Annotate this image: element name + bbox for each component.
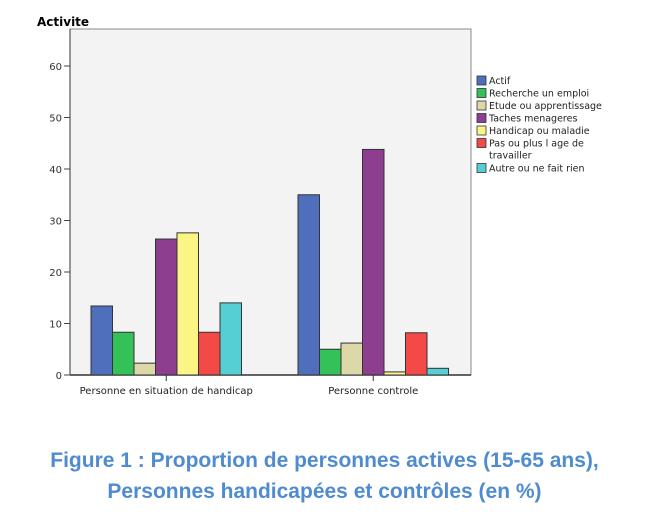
bar-taches-menageres	[362, 148, 385, 376]
legend-label: Taches menageres	[488, 114, 577, 125]
y-tick-label: 20	[49, 268, 62, 279]
legend-swatch	[476, 75, 487, 86]
legend-swatch	[476, 113, 487, 123]
bar-handicap-ou-maladie	[383, 371, 406, 376]
plot-area	[69, 28, 472, 376]
bar-etude-ou-apprentissage	[340, 342, 363, 376]
y-tick-label: 50	[49, 114, 62, 125]
bar-autre-ou-ne-fait-rien	[219, 302, 242, 376]
bar-recherche-un-emploi	[112, 331, 135, 376]
bar-chart: Activite 0 10 20 30 40 50 60 Personne en situat…	[37, 15, 642, 397]
legend-swatch	[476, 100, 487, 111]
legend-label: Handicap ou maladie	[489, 126, 590, 137]
x-tick-label: Personne en situation de handicap	[80, 386, 253, 397]
x-tick-label: Personne controle	[328, 386, 418, 397]
bar-etude-ou-apprentissage	[133, 362, 156, 376]
bar-taches-menageres	[155, 238, 178, 376]
legend-box	[472, 29, 642, 375]
y-tick-label: 60	[49, 62, 62, 73]
legend-label-cont: travailler	[489, 151, 532, 162]
chart-title: Activite	[37, 15, 89, 29]
figure-caption-line2: Personnes handicapées et contrôles (en %…	[107, 480, 542, 503]
y-tick-label: 40	[49, 165, 62, 176]
bar-actif	[297, 194, 320, 376]
legend-label: Autre ou ne fait rien	[489, 164, 585, 175]
legend-label: Actif	[489, 76, 511, 87]
y-tick-label: 30	[49, 217, 62, 228]
legend-swatch	[476, 138, 487, 148]
bar-pas-ou-plus-l-age-de-travailler	[405, 332, 428, 376]
legend-label: Recherche un emploi	[489, 89, 589, 100]
bar-handicap-ou-maladie	[176, 232, 199, 376]
bar-actif	[90, 305, 113, 376]
bar-pas-ou-plus-l-age-de-travailler	[198, 331, 221, 376]
bar-autre-ou-ne-fait-rien	[426, 367, 449, 376]
y-tick-label: 10	[49, 320, 62, 331]
legend-swatch	[476, 125, 487, 136]
legend-swatch	[476, 163, 487, 173]
legend-label: Pas ou plus l age de	[489, 139, 584, 150]
figure-caption-line1: Figure 1 : Proportion de personnes activ…	[50, 449, 599, 472]
legend-swatch	[476, 88, 487, 98]
y-tick-label: 0	[56, 371, 62, 382]
bar-recherche-un-emploi	[319, 348, 342, 376]
legend-label: Etude ou apprentissage	[489, 101, 602, 112]
